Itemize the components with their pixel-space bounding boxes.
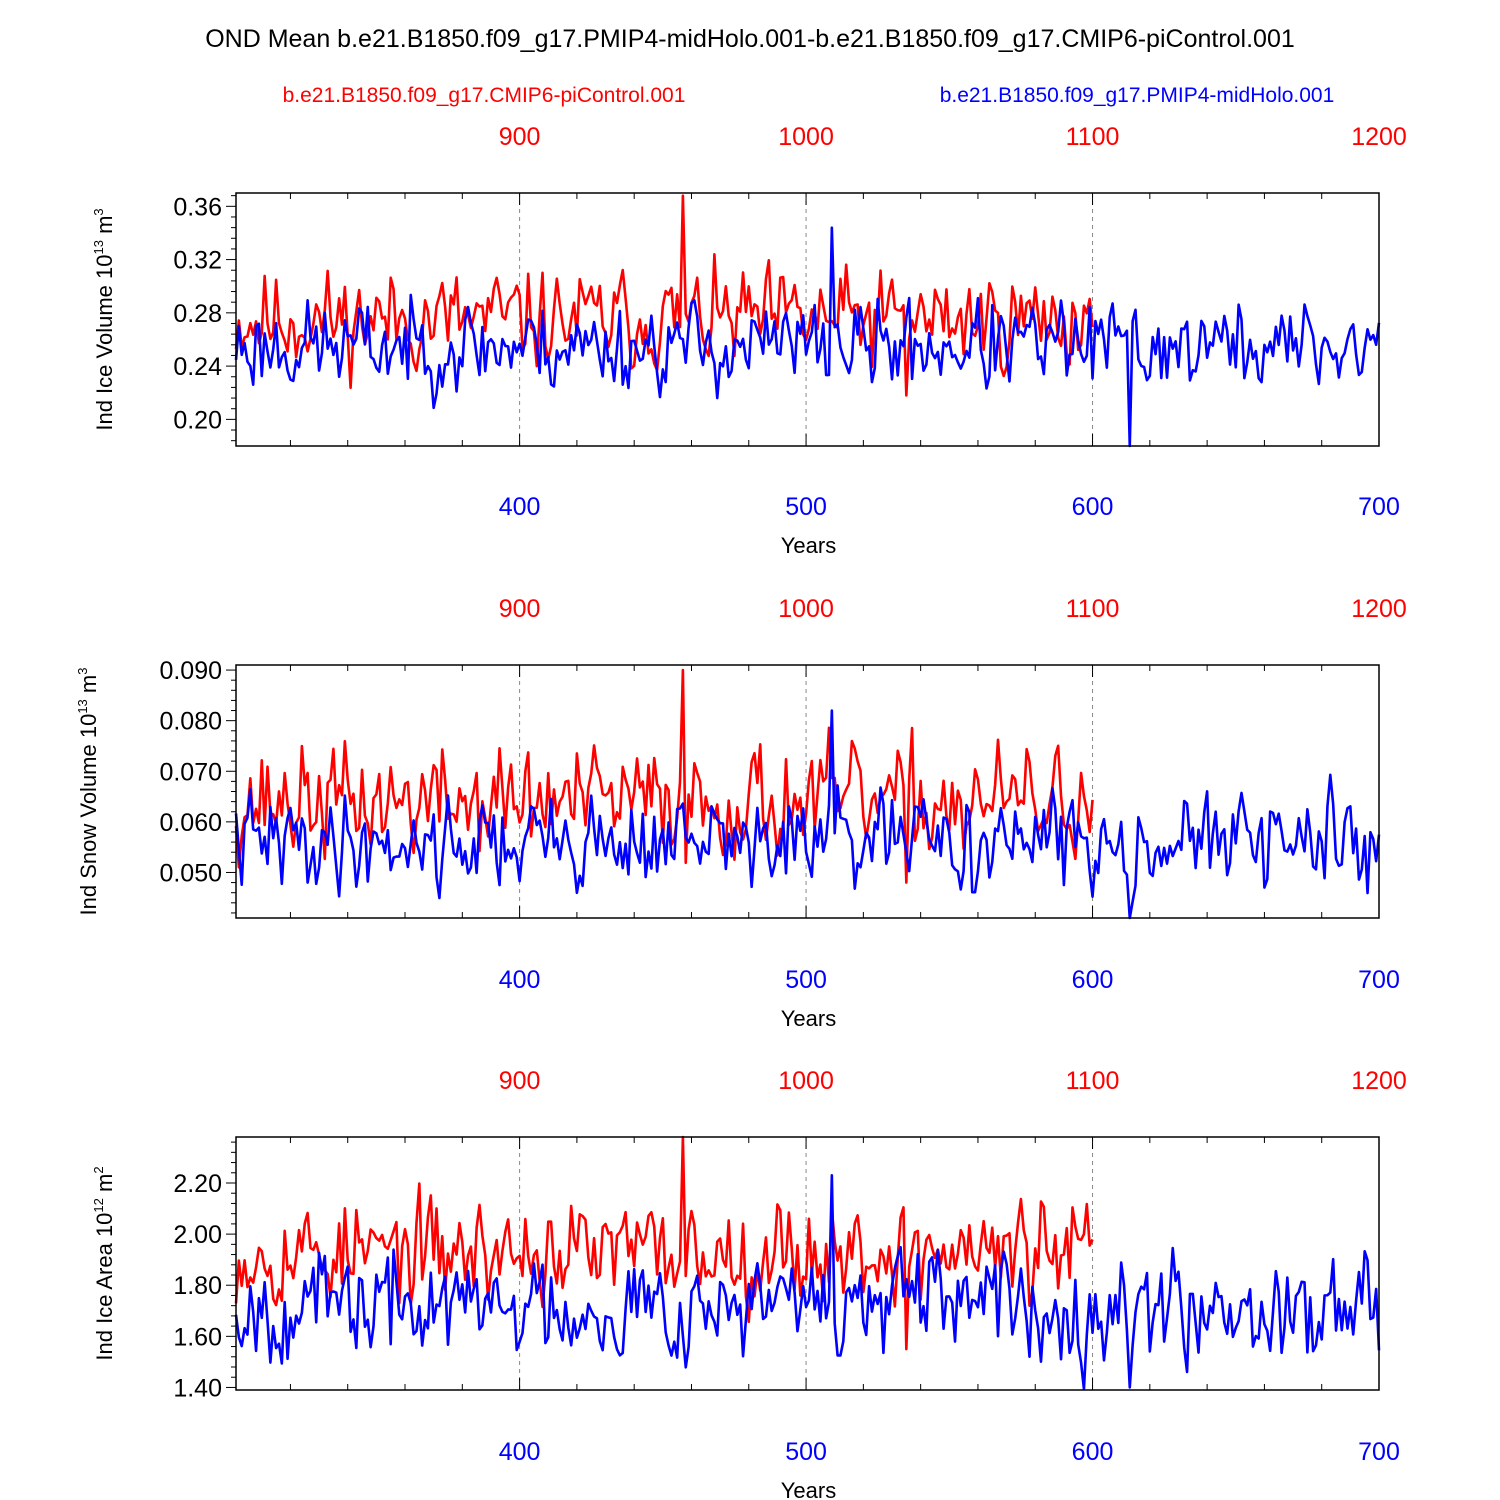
series-line-midholo xyxy=(234,226,1381,448)
legend-control: b.e21.B1850.f09_g17.CMIP6-piControl.001 xyxy=(283,84,686,107)
x-bottom-tick-label: 600 xyxy=(1072,493,1114,521)
y-label-exponent: 13 xyxy=(75,699,90,713)
panel-3: 1.40 1.60 1.80 2.00 2.20 400 500 600 700 900 1000 1… xyxy=(91,1067,1407,1500)
y-tick-label: 0.060 xyxy=(159,809,222,837)
x-bottom-tick-label: 500 xyxy=(785,966,827,994)
y-tick-label: 0.32 xyxy=(173,247,222,275)
series-line-midholo xyxy=(234,1174,1381,1391)
y-tick-label: 0.28 xyxy=(173,300,222,328)
y-tick-label: 1.40 xyxy=(173,1374,222,1402)
x-bottom-tick-label: 600 xyxy=(1072,966,1114,994)
panel-1: 0.20 0.24 0.28 0.32 0.36 400 500 600 700 900 1000 1… xyxy=(91,123,1407,558)
y-label-exponent: 13 xyxy=(91,240,106,254)
x-bottom-tick-label: 700 xyxy=(1358,1438,1400,1466)
y-axis-label: Ind Ice Volume 1013 m3 xyxy=(91,208,117,430)
y-label-text: Ind Ice Volume 10 xyxy=(92,255,117,431)
x-axis-label: Years xyxy=(781,1006,836,1031)
x-top-tick-label: 1000 xyxy=(778,123,834,151)
series-line-midholo xyxy=(234,709,1381,920)
y-tick-label: 0.050 xyxy=(159,859,222,887)
x-top-tick-label: 900 xyxy=(499,123,541,151)
y-label-unit: m xyxy=(92,216,117,240)
y-label-unit-exponent: 3 xyxy=(91,208,106,215)
series-line-control xyxy=(234,668,1094,884)
y-tick-label: 0.24 xyxy=(173,353,222,381)
x-top-tick-label: 1200 xyxy=(1351,595,1407,623)
y-label-unit-exponent: 3 xyxy=(75,668,90,675)
y-tick-label: 0.080 xyxy=(159,708,222,736)
x-bottom-tick-label: 400 xyxy=(499,966,541,994)
y-tick-label: 2.20 xyxy=(173,1170,222,1198)
x-top-tick-label: 1200 xyxy=(1351,123,1407,151)
x-top-tick-label: 900 xyxy=(499,595,541,623)
x-top-tick-label: 900 xyxy=(499,1067,541,1095)
chart-title: OND Mean b.e21.B1850.f09_g17.PMIP4-midHo… xyxy=(205,25,1295,53)
x-top-tick-label: 1100 xyxy=(1066,595,1120,623)
y-tick-label: 1.80 xyxy=(173,1272,222,1300)
y-axis-label: Ind Ice Area 1012 m2 xyxy=(91,1166,117,1360)
x-axis-label: Years xyxy=(781,1478,836,1500)
y-label-unit: m xyxy=(92,1174,117,1198)
x-top-tick-label: 1100 xyxy=(1066,123,1120,151)
x-bottom-tick-label: 700 xyxy=(1358,966,1400,994)
x-axis-label: Years xyxy=(781,533,836,558)
x-top-tick-label: 1000 xyxy=(778,595,834,623)
y-label-exponent: 12 xyxy=(91,1198,106,1212)
y-tick-label: 0.090 xyxy=(159,657,222,685)
y-label-unit: m xyxy=(76,675,101,699)
y-axis-label: Ind Snow Volume 1013 m3 xyxy=(75,668,101,916)
plot-frame xyxy=(235,1136,1380,1391)
series-line-control xyxy=(234,194,1094,397)
x-top-tick-label: 1200 xyxy=(1351,1067,1407,1095)
x-bottom-tick-label: 700 xyxy=(1358,493,1400,521)
y-tick-label: 0.070 xyxy=(159,758,222,786)
x-bottom-tick-label: 600 xyxy=(1072,1438,1114,1466)
x-bottom-tick-label: 400 xyxy=(499,1438,541,1466)
x-top-tick-label: 1100 xyxy=(1066,1067,1120,1095)
x-bottom-tick-label: 500 xyxy=(785,493,827,521)
y-tick-label: 1.60 xyxy=(173,1323,222,1351)
series-line-control xyxy=(234,1135,1094,1351)
y-label-unit-exponent: 2 xyxy=(91,1166,106,1173)
x-bottom-tick-label: 500 xyxy=(785,1438,827,1466)
y-label-text: Ind Ice Area 10 xyxy=(92,1213,117,1361)
plot-frame xyxy=(235,192,1380,447)
y-tick-label: 2.00 xyxy=(173,1221,222,1249)
x-bottom-tick-label: 400 xyxy=(499,493,541,521)
panel-2: 0.050 0.060 0.070 0.080 0.090 400 500 600 700 900… xyxy=(75,595,1407,1031)
y-tick-label: 0.36 xyxy=(173,193,222,221)
y-label-text: Ind Snow Volume 10 xyxy=(76,714,101,916)
y-tick-label: 0.20 xyxy=(173,406,222,434)
legend-midholo: b.e21.B1850.f09_g17.PMIP4-midHolo.001 xyxy=(940,84,1335,107)
x-top-tick-label: 1000 xyxy=(778,1067,834,1095)
